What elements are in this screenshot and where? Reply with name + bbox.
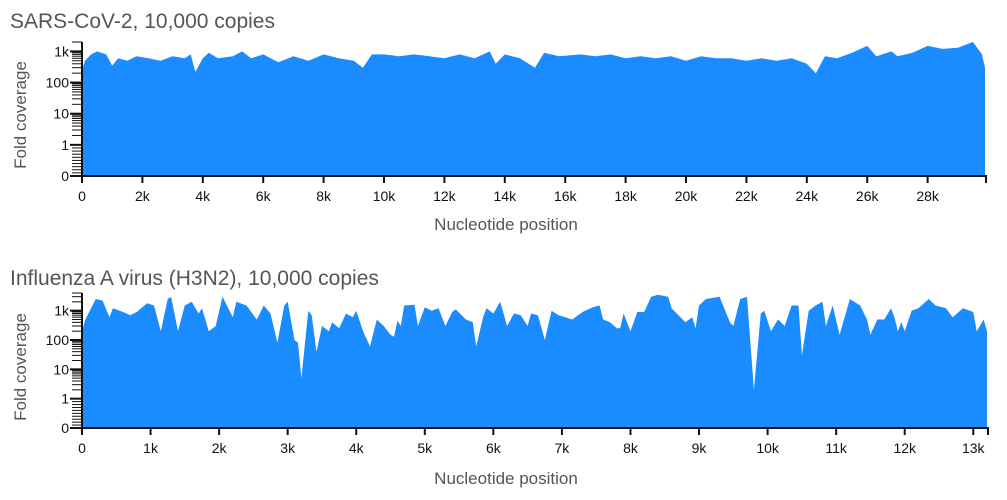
x-tick-label: 2k: [212, 440, 228, 456]
x-tick-label: 1k: [143, 440, 159, 456]
x-tick-label: 12k: [433, 188, 457, 204]
x-tick-label: 7k: [555, 440, 571, 456]
x-tick-label: 0: [78, 440, 86, 456]
x-tick-label: 3k: [280, 440, 296, 456]
y-tick-label: 10: [53, 106, 69, 122]
y-tick-label: 1: [61, 137, 69, 153]
y-tick-label: 0: [61, 168, 69, 184]
x-tick-label: 28k: [916, 188, 940, 204]
y-tick-label: 10: [53, 361, 69, 377]
coverage-area: [82, 294, 987, 428]
y-tick-label: 1: [61, 391, 69, 407]
x-tick-label: 0: [78, 188, 86, 204]
y-tick-label: 100: [46, 332, 70, 348]
coverage-area: [82, 42, 985, 176]
y-tick-label: 100: [46, 75, 70, 91]
chart-title: SARS-CoV-2, 10,000 copies: [10, 10, 275, 33]
chart-title: Influenza A virus (H3N2), 10,000 copies: [10, 267, 379, 290]
x-tick-label: 20k: [675, 188, 699, 204]
y-axis-label: Fold coverage: [11, 61, 30, 169]
x-axis-label: Nucleotide position: [434, 469, 578, 488]
sars-cov-2-chart: SARS-CoV-2, 10,000 copies Fold coverage …: [10, 10, 987, 234]
x-tick-label: 18k: [614, 188, 638, 204]
y-axis-label: Fold coverage: [11, 313, 30, 421]
x-tick-label: 10k: [756, 440, 780, 456]
x-tick-label: 6k: [486, 440, 502, 456]
x-tick-label: 13k: [962, 440, 986, 456]
x-tick-label: 8k: [316, 188, 332, 204]
x-tick-label: 4k: [195, 188, 211, 204]
x-tick-label: 8k: [623, 440, 639, 456]
x-tick-label: 22k: [735, 188, 759, 204]
y-tick-label: 1k: [54, 43, 70, 59]
x-tick-label: 6k: [256, 188, 272, 204]
x-tick-label: 4k: [349, 440, 365, 456]
y-tick-label: 0: [61, 420, 69, 436]
x-tick-label: 14k: [494, 188, 518, 204]
x-tick-label: 24k: [796, 188, 820, 204]
x-tick-label: 9k: [692, 440, 708, 456]
x-axis-label: Nucleotide position: [434, 215, 578, 234]
x-tick-label: 11k: [825, 440, 848, 456]
x-tick-label: 2k: [135, 188, 151, 204]
influenza-chart: Influenza A virus (H3N2), 10,000 copies …: [10, 267, 989, 488]
x-tick-label: 10k: [373, 188, 397, 204]
y-tick-label: 1k: [54, 303, 70, 319]
x-tick-label: 16k: [554, 188, 578, 204]
x-tick-label: 12k: [893, 440, 917, 456]
x-tick-label: 5k: [417, 440, 433, 456]
x-tick-label: 26k: [856, 188, 880, 204]
